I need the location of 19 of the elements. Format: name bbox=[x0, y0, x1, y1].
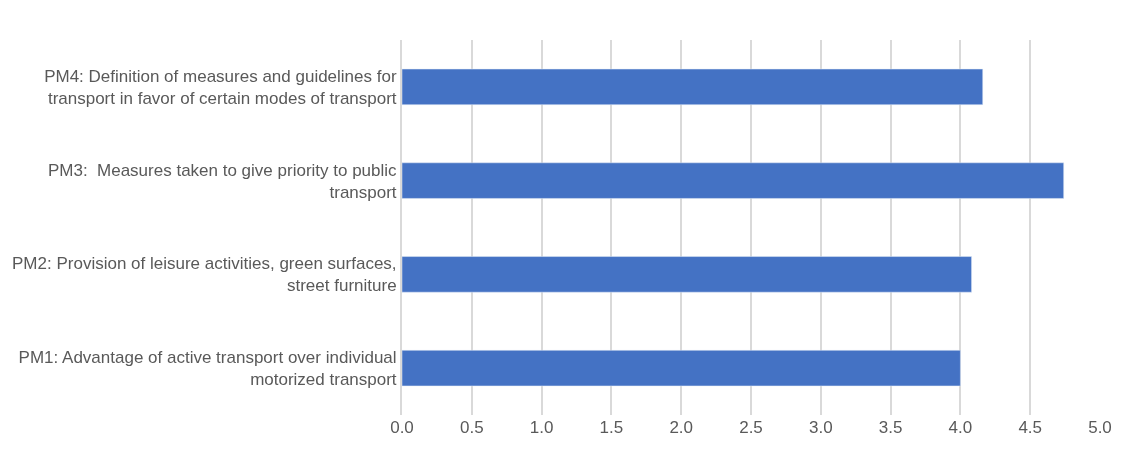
y-tick-label: PM4: Definition of measures and guidelines for transport in favor of certain modes of transport bbox=[44, 66, 397, 108]
y-tick-label: PM3: Measures taken to give priority to public transport bbox=[47, 160, 398, 202]
x-tick-label: 1.5 bbox=[599, 418, 624, 437]
y-tick-label: PM2: Provision of leisure activities, green surfaces, street furniture bbox=[12, 254, 397, 296]
bar bbox=[402, 350, 961, 387]
bar bbox=[402, 68, 983, 105]
x-tick-label: 4.0 bbox=[948, 418, 973, 437]
x-tick-label: 3.5 bbox=[878, 418, 903, 437]
x-tick-label: 2.5 bbox=[739, 418, 763, 437]
x-tick-label: 0.5 bbox=[459, 418, 484, 437]
x-tick-label: 4.5 bbox=[1018, 418, 1043, 437]
bar bbox=[402, 256, 972, 293]
bar bbox=[402, 162, 1064, 199]
x-tick-label: 0.0 bbox=[390, 418, 414, 437]
x-tick-label: 2.0 bbox=[669, 418, 694, 437]
x-tick-label: 1.0 bbox=[529, 418, 554, 437]
y-tick-label: PM1: Advantage of active transport over individual motorized transport bbox=[18, 348, 397, 390]
x-tick-label: 3.0 bbox=[808, 418, 833, 437]
x-tick-label: 5.0 bbox=[1088, 418, 1112, 437]
